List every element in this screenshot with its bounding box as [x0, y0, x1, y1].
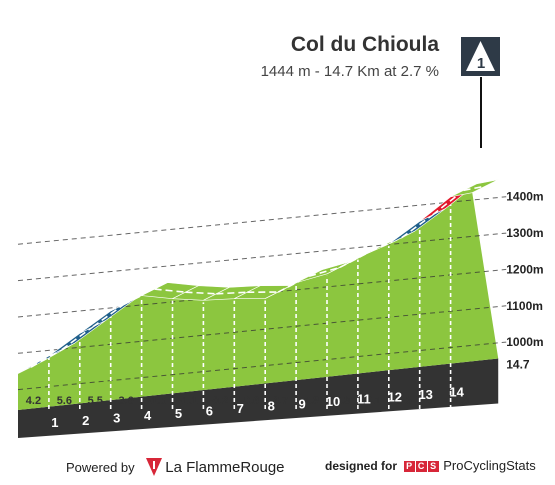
km-label: 14: [449, 385, 464, 400]
brand-name-accent: Rouge: [240, 459, 285, 476]
chart-ridge-layer: [17, 179, 499, 374]
km-label: 4: [144, 408, 152, 423]
footer-powered: Powered by La FlammeRouge: [66, 458, 285, 476]
segment-gradient-label: 5.5: [88, 395, 103, 407]
ridge-centerline: [30, 348, 63, 368]
ridge-centerline: [216, 291, 248, 295]
ridge-centerline: [432, 189, 465, 216]
pcs-letter: P: [403, 461, 415, 472]
ridge-centerline: [92, 303, 125, 328]
elevation-tick-label: 1000m: [506, 335, 543, 349]
km-label: 13: [418, 387, 432, 402]
flame-rouge-logo-icon: [146, 458, 163, 476]
km-label: 2: [82, 413, 89, 428]
gridline: [17, 305, 507, 354]
gridline: [17, 232, 507, 282]
km-label: 6: [206, 403, 213, 418]
segment-gradient-label: 3.1: [366, 395, 381, 407]
segment-gradient-label: 4.2: [26, 395, 41, 407]
km-label: 9: [298, 396, 305, 411]
elevation-tick-label: 1400m: [506, 190, 543, 204]
ridge-centerline: [463, 185, 486, 192]
ridge-centerline: [339, 250, 372, 269]
chart-title: Col du Chioula: [291, 33, 439, 56]
designed-for-text: designed for: [325, 459, 398, 473]
segment-gradient-label: -1.5: [148, 395, 167, 407]
powered-by-text: Powered by: [66, 460, 135, 475]
segment-gradient-label: 5.6: [397, 395, 412, 407]
km-label: 10: [326, 394, 340, 409]
ridge-centerline: [61, 326, 94, 351]
segment-gradient-label: 3.8: [335, 395, 350, 407]
segment-gradient-label: 3.6: [119, 395, 134, 407]
segment-gradient-label: 1.8: [304, 395, 319, 407]
km-label: 5: [175, 406, 182, 421]
segment-gradient-label: 3.7: [273, 395, 288, 407]
ridge-centerline: [308, 266, 341, 278]
elevation-tick-label: 1300m: [506, 226, 543, 240]
chart-background-layer: [18, 192, 499, 438]
segment-gradient-label: -0.2: [209, 395, 228, 407]
pcs-letter: S: [427, 461, 439, 472]
segment-gradient-label: 6.1: [428, 395, 443, 407]
km-label: 1: [51, 415, 58, 430]
km-label: 12: [388, 389, 402, 404]
segment-gradient-label: -1.1: [178, 395, 197, 407]
profile-front-face: [18, 192, 499, 410]
km-label: 8: [268, 399, 275, 414]
category-triangle-icon: [466, 41, 495, 71]
chart-subtitle: 1444 m - 14.7 Km at 2.7 %: [261, 63, 439, 80]
km-label: 7: [237, 401, 244, 416]
pcs-letter: C: [415, 461, 427, 472]
gridline: [17, 341, 507, 391]
distance-end-label: 14.7: [506, 357, 530, 371]
brand-name[interactable]: La FlammeRouge: [165, 459, 284, 476]
ridge-centerline: [401, 214, 434, 239]
gridline: [17, 196, 507, 245]
km-label: 11: [357, 392, 371, 407]
km-label: 3: [113, 410, 120, 425]
elevation-tick-label: 1200m: [506, 262, 543, 276]
brand-name-plain: La Flamme: [165, 459, 241, 476]
ridge-centerline: [154, 288, 186, 293]
segment-gradient-label: -0.6: [240, 395, 259, 407]
pcs-name[interactable]: ProCyclingStats: [443, 458, 536, 473]
segment-gradient-label: 5.6: [57, 395, 72, 407]
ridge-centerline: [185, 291, 217, 295]
segment-gradient-label: 1.0: [454, 395, 469, 407]
base-strip: [18, 358, 499, 438]
category-number: 1: [477, 55, 485, 72]
elevation-tick-label: 1100m: [506, 299, 543, 313]
chart-labels-layer: 1000m 1100m 1200m 1300m 1400m 4.2 5.6 5.5 3.6 -1.…: [26, 190, 544, 430]
